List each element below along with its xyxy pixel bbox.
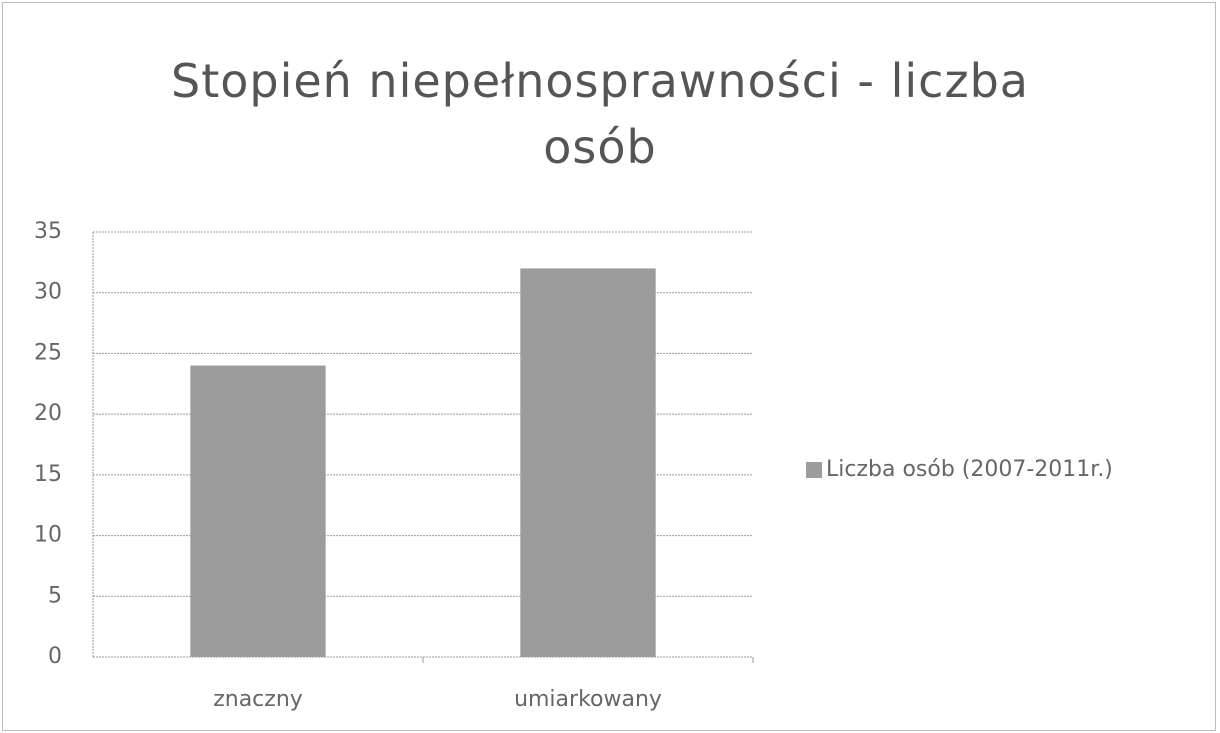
legend-swatch [806,462,822,478]
y-tick-label: 15 [34,462,62,487]
y-tick-label: 10 [34,523,62,548]
bar [190,365,326,657]
legend-label: Liczba osób (2007-2011r.) [826,457,1113,482]
y-tick-label: 20 [34,401,62,426]
y-tick-label: 30 [34,280,62,305]
chart-title: Stopień niepełnosprawności - liczba osób [171,54,1029,174]
y-tick-label: 0 [48,644,62,669]
y-tick-label: 25 [34,340,62,365]
y-tick-label: 35 [34,219,62,244]
x-tick-label: znaczny [213,687,303,712]
bar [520,268,656,657]
x-tick-label: umiarkowany [514,687,662,712]
y-tick-label: 5 [48,583,62,608]
